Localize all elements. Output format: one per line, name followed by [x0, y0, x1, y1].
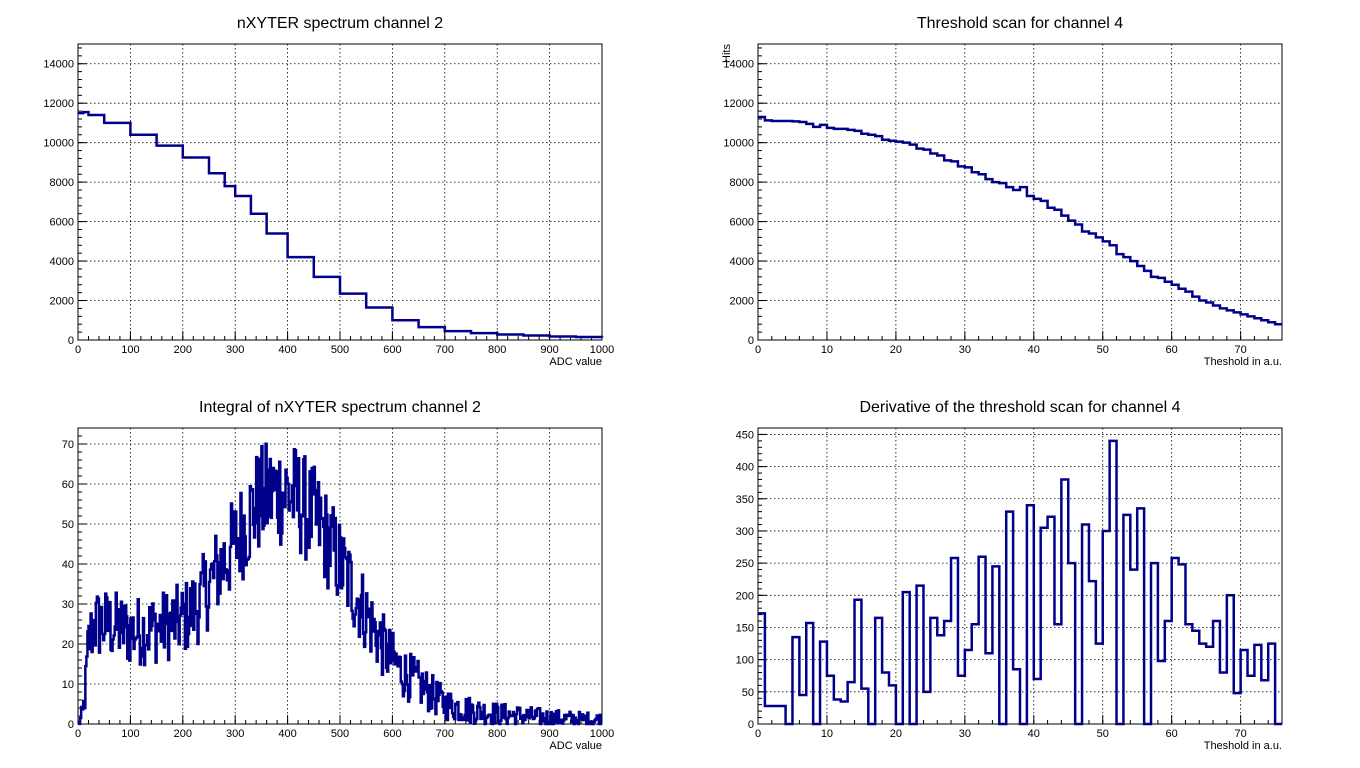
x-tick-label: 500 [331, 344, 349, 356]
x-axis-label: Theshold in a.u. [1204, 740, 1282, 752]
y-tick-label: 10 [62, 679, 74, 691]
x-tick-label: 500 [331, 728, 349, 740]
y-tick-label: 30 [62, 599, 74, 611]
y-tick-label: 2000 [730, 296, 754, 308]
chart-panel-4: 0 10 20 30 40 50 60 70 0 50 100 150 200 250 300 350 400 4… [736, 399, 1283, 752]
y-tick-label: 14000 [723, 59, 754, 71]
x-tick-label: 100 [121, 728, 139, 740]
y-tick-label: 8000 [730, 177, 754, 189]
x-axis-label: ADC value [549, 356, 602, 368]
x-tick-label: 70 [1235, 728, 1247, 740]
y-tick-label: 4000 [50, 256, 74, 268]
x-tick-label: 20 [890, 344, 902, 356]
y-tick-label: 150 [736, 622, 754, 634]
x-tick-label: 10 [821, 728, 833, 740]
x-axis-label: Theshold in a.u. [1204, 356, 1282, 368]
series-line-1 [758, 439, 1282, 726]
x-tick-label: 100 [121, 344, 139, 356]
y-axis-label: Hits [721, 44, 733, 63]
x-tick-label: 600 [383, 344, 401, 356]
y-tick-label: 400 [736, 462, 754, 474]
y-tick-label: 300 [736, 526, 754, 538]
y-tick-label: 10000 [43, 138, 74, 150]
chart-panel-1: 0 100 200 300 400 500 600 700 800 900 100002000400… [43, 15, 614, 368]
x-tick-label: 900 [540, 728, 558, 740]
y-tick-label: 50 [62, 519, 74, 531]
y-tick-label: 200 [736, 590, 754, 602]
chart-title: nXYTER spectrum channel 2 [237, 15, 443, 32]
x-tick-label: 70 [1235, 344, 1247, 356]
x-tick-label: 300 [226, 344, 244, 356]
x-tick-label: 50 [1097, 728, 1109, 740]
x-axis-label: ADC value [549, 740, 602, 752]
x-tick-label: 900 [540, 344, 558, 356]
series-line-1 [77, 442, 603, 726]
plot-frame [757, 43, 1283, 341]
x-tick-label: 10 [821, 344, 833, 356]
y-tick-label: 60 [62, 479, 74, 491]
series-line-1 [78, 110, 604, 339]
y-tick-label: 0 [68, 719, 74, 731]
y-tick-label: 250 [736, 558, 754, 570]
series-line-1 [758, 115, 1282, 326]
x-tick-label: 700 [436, 344, 454, 356]
y-tick-label: 6000 [730, 217, 754, 229]
y-tick-label: 0 [68, 335, 74, 347]
x-tick-label: 30 [959, 344, 971, 356]
y-tick-label: 450 [736, 429, 754, 441]
x-tick-label: 1000 [590, 344, 614, 356]
y-tick-label: 14000 [43, 59, 74, 71]
x-tick-label: 400 [278, 344, 296, 356]
x-tick-label: 60 [1166, 344, 1178, 356]
y-tick-label: 20 [62, 639, 74, 651]
x-tick-label: 300 [226, 728, 244, 740]
x-tick-label: 40 [1028, 728, 1040, 740]
y-tick-label: 12000 [43, 98, 74, 110]
x-tick-label: 600 [383, 728, 401, 740]
chart-title: Derivative of the threshold scan for cha… [859, 399, 1180, 416]
chart-panel-3: 0 100 200 300 400 500 600 700 800 900 1000 0 10 20 30 4… [62, 399, 614, 752]
y-tick-label: 350 [736, 494, 754, 506]
x-tick-label: 0 [755, 344, 761, 356]
y-tick-label: 8000 [50, 177, 74, 189]
chart-title: Integral of nXYTER spectrum channel 2 [199, 399, 481, 416]
y-tick-label: 0 [748, 335, 754, 347]
y-tick-label: 4000 [730, 256, 754, 268]
x-tick-label: 700 [436, 728, 454, 740]
x-tick-label: 1000 [590, 728, 614, 740]
x-tick-label: 0 [75, 728, 81, 740]
x-tick-label: 0 [755, 728, 761, 740]
x-tick-label: 0 [75, 344, 81, 356]
y-tick-label: 12000 [723, 98, 754, 110]
x-tick-label: 200 [174, 728, 192, 740]
x-tick-label: 30 [959, 728, 971, 740]
x-tick-label: 800 [488, 344, 506, 356]
y-tick-label: 100 [736, 655, 754, 667]
y-tick-label: 40 [62, 559, 74, 571]
y-tick-label: 0 [748, 719, 754, 731]
y-tick-label: 50 [742, 687, 754, 699]
x-tick-label: 800 [488, 728, 506, 740]
y-tick-label: 10000 [723, 138, 754, 150]
x-tick-label: 200 [174, 344, 192, 356]
x-tick-label: 50 [1097, 344, 1109, 356]
x-tick-label: 40 [1028, 344, 1040, 356]
x-tick-label: 20 [890, 728, 902, 740]
x-tick-label: 400 [278, 728, 296, 740]
y-tick-label: 6000 [50, 217, 74, 229]
x-tick-label: 60 [1166, 728, 1178, 740]
y-tick-label: 70 [62, 439, 74, 451]
chart-panel-2: 0 10 20 30 40 50 60 70 0 2000 4000 6000 8000 10000 120… [721, 15, 1283, 368]
y-tick-label: 2000 [50, 296, 74, 308]
chart-title: Threshold scan for channel 4 [917, 15, 1123, 32]
